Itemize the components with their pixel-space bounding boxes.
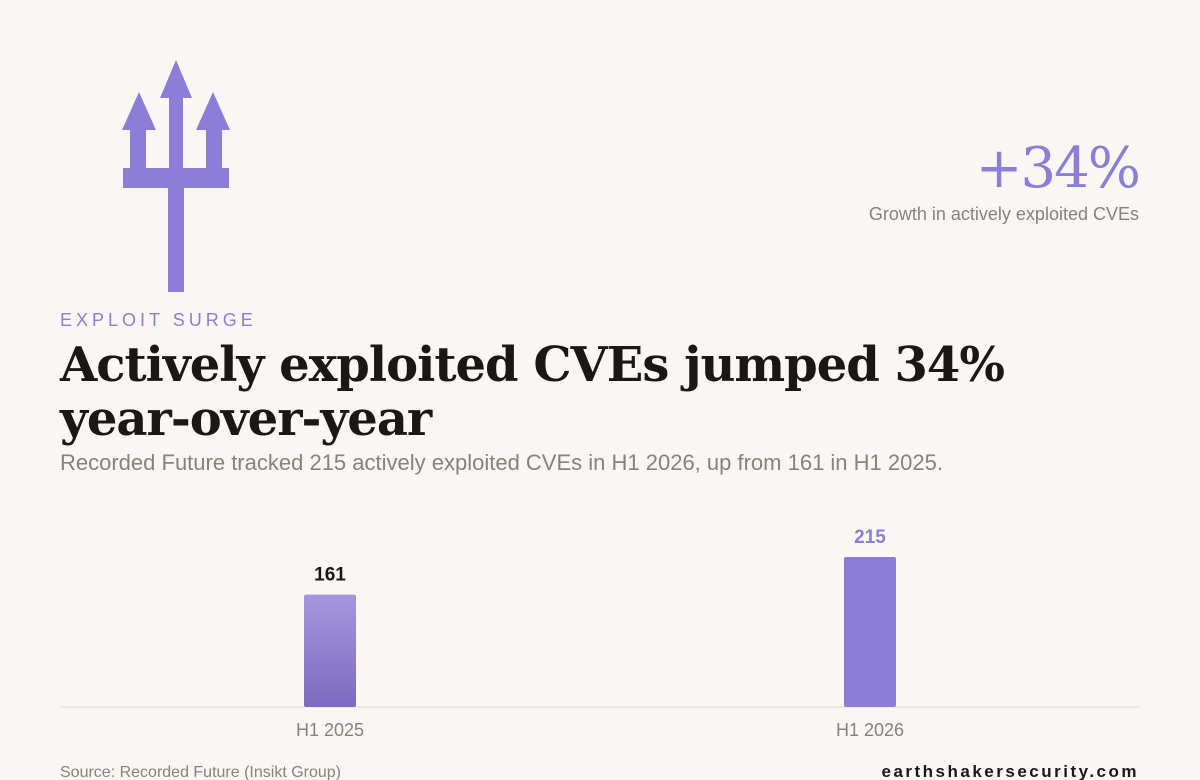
subheadline: Recorded Future tracked 215 actively exp… — [60, 450, 943, 475]
x-tick-label: H1 2026 — [836, 720, 904, 740]
source-note: Source: Recorded Future (Insikt Group) — [60, 764, 342, 780]
headline: Actively exploited CVEs jumped 34% year-… — [60, 337, 1005, 447]
x-tick-label: H1 2025 — [296, 720, 364, 740]
eyebrow-label: EXPLOIT SURGE — [60, 310, 257, 330]
data-label: 161 — [314, 565, 346, 586]
trident-icon — [122, 60, 230, 292]
growth-stat: +34% Growth in actively exploited CVEs — [868, 132, 1141, 225]
bar-h1-2025 — [304, 594, 356, 707]
site-url: earthshakersecurity.com — [881, 762, 1139, 780]
bar-h1-2026 — [844, 557, 896, 707]
bar-chart: 161 H1 2025 215 H1 2026 — [60, 505, 1140, 750]
data-label: 215 — [854, 527, 886, 548]
growth-stat-value: +34% — [975, 136, 1141, 201]
growth-stat-label: Growth in actively exploited CVEs — [868, 204, 1139, 224]
bar-chart-svg: 161 H1 2025 215 H1 2026 — [60, 527, 1140, 740]
